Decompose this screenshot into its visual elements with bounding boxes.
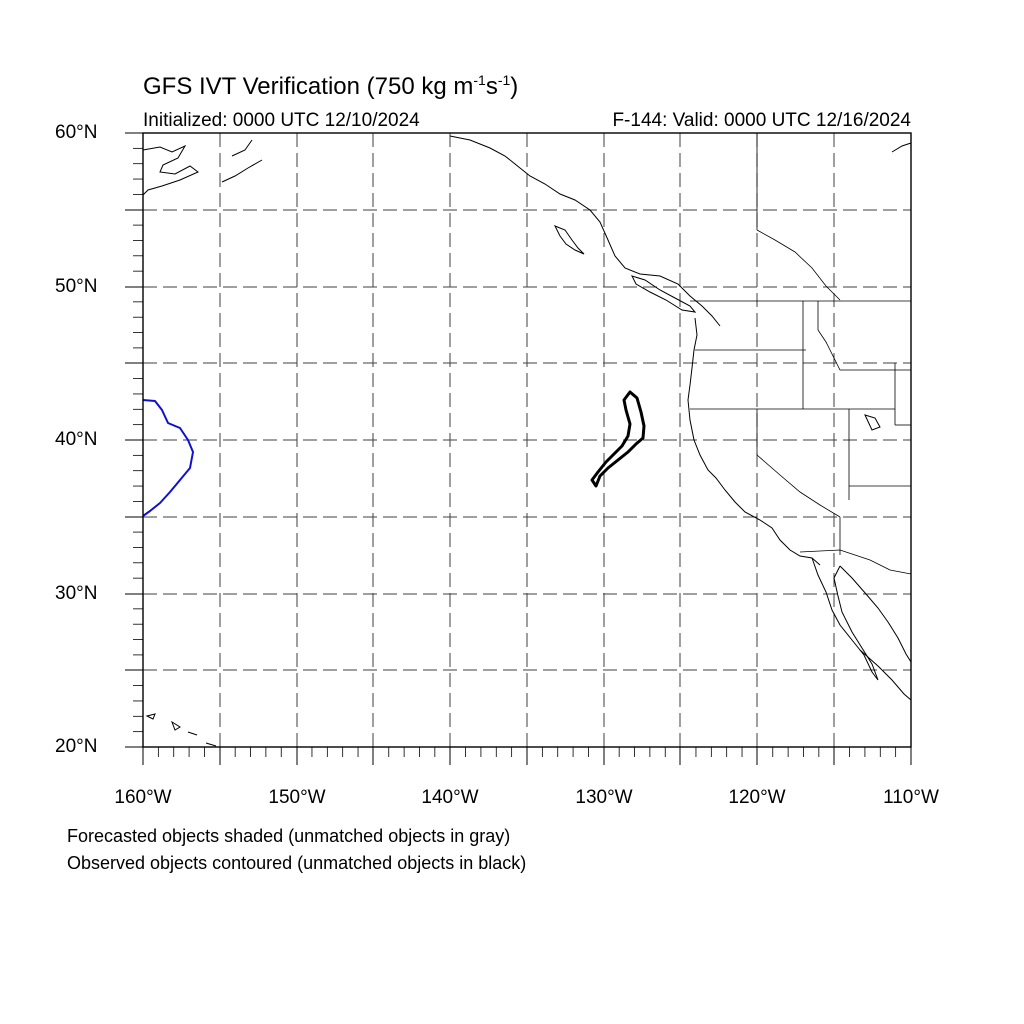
- gridlines: [143, 133, 911, 747]
- lat-label-30n: 30°N: [55, 583, 98, 604]
- haida-gwaii: [553, 225, 585, 255]
- lat-label-50n: 50°N: [55, 276, 98, 297]
- hudson-bay-coast: [891, 142, 912, 153]
- alaska-islands: [221, 139, 263, 183]
- minor-ticks: [133, 147, 897, 757]
- bc-alaska-panhandle: [449, 135, 721, 327]
- observed-object-matched: [142, 399, 194, 517]
- lon-label-160w: 160°W: [114, 787, 172, 808]
- hawaii-islands: [145, 713, 217, 747]
- legend-observed-note: Observed objects contoured (unmatched ob…: [67, 853, 527, 873]
- observed-object-unmatched: [590, 390, 646, 488]
- valid-time: F-144: Valid: 0000 UTC 12/16/2024: [612, 110, 911, 131]
- coastlines: [142, 135, 912, 747]
- lat-label-40n: 40°N: [55, 429, 98, 450]
- lat-label-60n: 60°N: [55, 122, 98, 143]
- baja-california: [811, 557, 879, 681]
- lon-label-150w: 150°W: [268, 787, 326, 808]
- mexico-coast: [859, 649, 912, 701]
- alaska-coast: [142, 144, 199, 196]
- lon-label-110w: 110°W: [883, 787, 939, 808]
- gulf-of-california-east: [839, 565, 912, 663]
- vancouver-island: [631, 275, 697, 313]
- lon-label-120w: 120°W: [728, 787, 786, 808]
- lat-label-20n: 20°N: [55, 736, 98, 757]
- great-lakes-fragment: [864, 414, 881, 431]
- lon-label-130w: 130°W: [575, 787, 633, 808]
- legend-forecast-note: Forecasted objects shaded (unmatched obj…: [67, 826, 511, 846]
- axis-ticks: [125, 132, 912, 765]
- initialized-time: Initialized: 0000 UTC 12/10/2024: [143, 110, 420, 131]
- political-borders: [690, 133, 912, 575]
- us-west-coast: [687, 317, 821, 566]
- lon-label-140w: 140°W: [421, 787, 479, 808]
- map-title: GFS IVT Verification (750 kg m-1s-1): [143, 72, 519, 100]
